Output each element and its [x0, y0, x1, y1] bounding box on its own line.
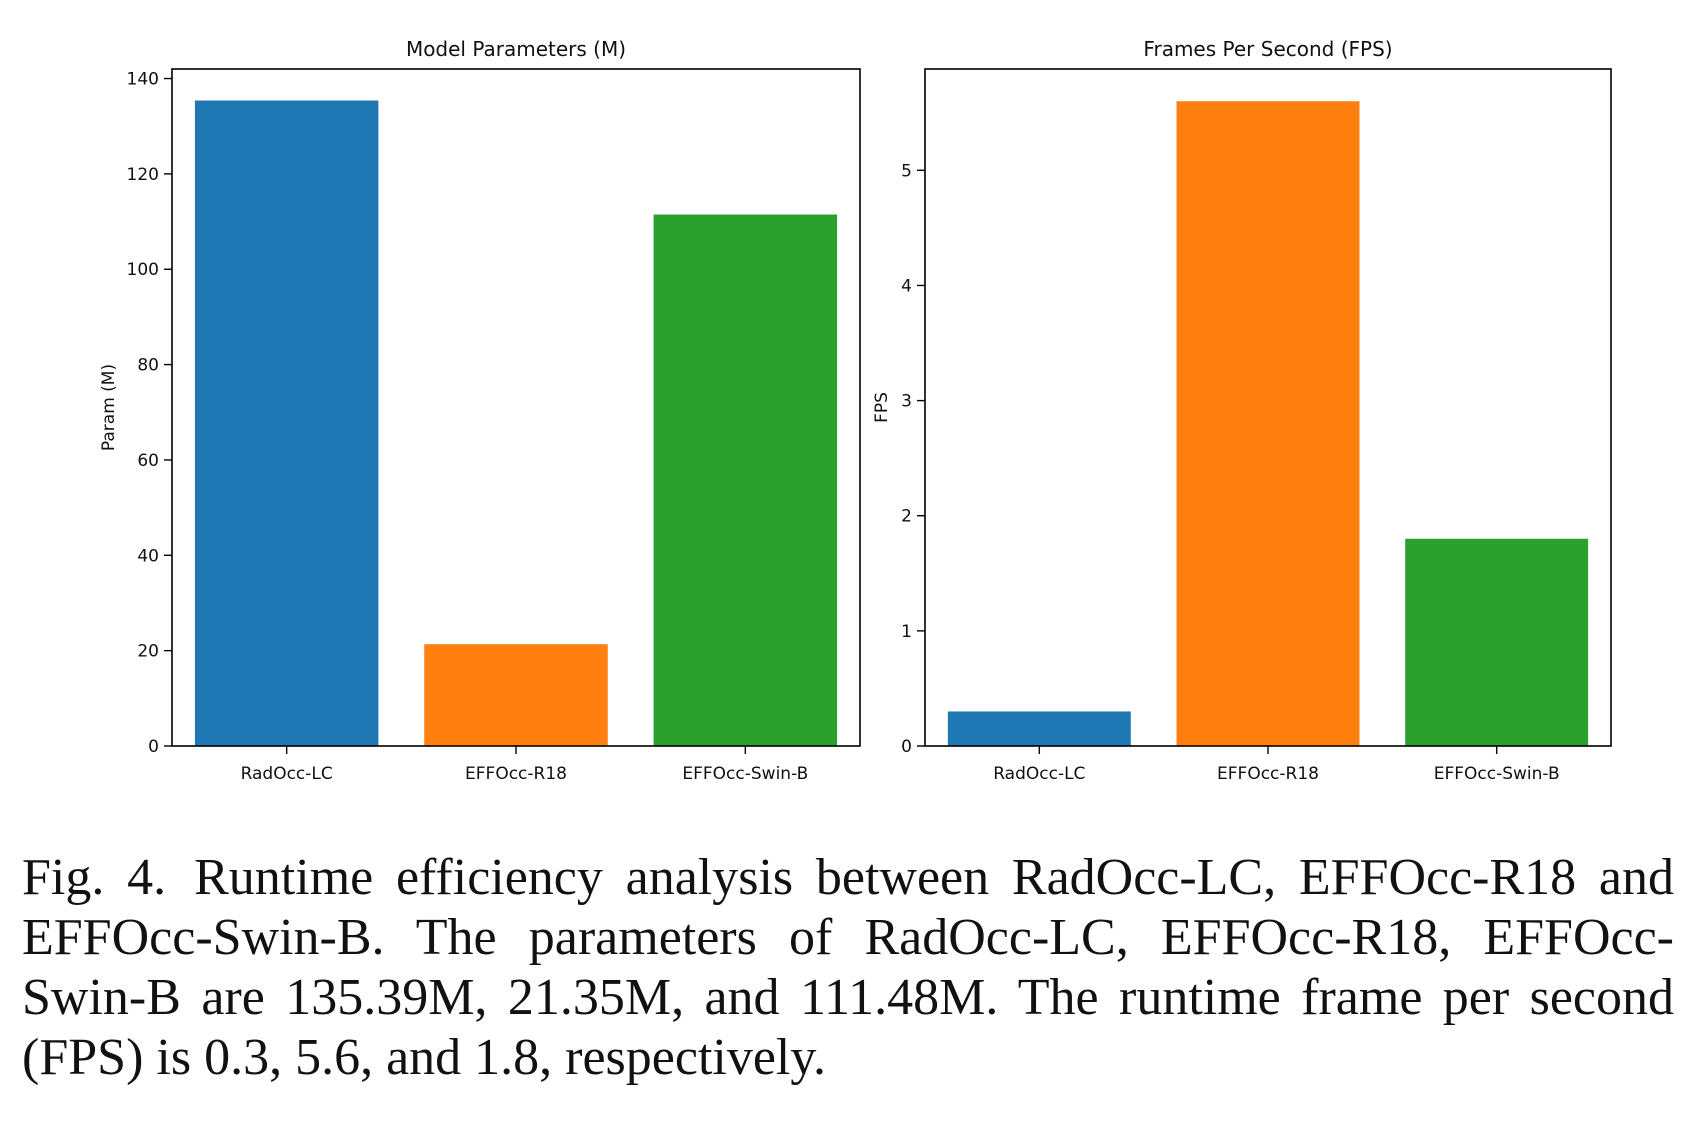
x-tick-label: RadOcc-LC — [241, 764, 333, 784]
bar-radocc-lc — [194, 100, 379, 747]
bar-radocc-lc — [947, 711, 1131, 746]
y-tick-label: 60 — [137, 451, 159, 471]
caption-text: Runtime efficiency analysis between RadO… — [22, 849, 1675, 1086]
figure: 0 20 40 60 80 100 120 140 RadOcc-LC EFFOcc-R18 EFF… — [99, 37, 1612, 784]
y-axis-label: FPS — [872, 392, 892, 423]
bar-effocc-swin-b — [653, 214, 838, 746]
y-tick-label: 100 — [127, 260, 159, 280]
y-tick-label: 2 — [901, 507, 912, 527]
x-tick-label: RadOcc-LC — [993, 764, 1085, 784]
y-tick-label: 5 — [901, 161, 912, 181]
figure-caption: Fig. 4. Runtime efficiency analysis betwe… — [22, 848, 1674, 1088]
bar-effocc-r18 — [424, 644, 608, 746]
x-tick-label: EFFOcc-R18 — [1217, 764, 1319, 784]
x-tick-label: EFFOcc-Swin-B — [1434, 764, 1560, 784]
bar-effocc-swin-b — [1405, 538, 1589, 746]
x-tick-label: EFFOcc-Swin-B — [682, 764, 808, 784]
y-tick-label: 0 — [901, 737, 912, 757]
y-tick-label: 0 — [148, 737, 159, 757]
y-tick-label: 140 — [127, 70, 159, 90]
chart-title: Model Parameters (M) — [406, 37, 626, 61]
caption-label: Fig. 4. — [22, 849, 167, 906]
y-tick-label: 1 — [901, 622, 912, 642]
chart-title: Frames Per Second (FPS) — [1143, 37, 1392, 61]
y-tick-label: 20 — [137, 642, 159, 662]
y-tick-label: 4 — [901, 276, 912, 296]
y-axis-label: Param (M) — [99, 364, 119, 451]
y-tick-label: 40 — [137, 546, 159, 566]
y-tick-label: 3 — [901, 392, 912, 412]
y-tick-label: 80 — [137, 356, 159, 376]
bar-effocc-r18 — [1176, 101, 1360, 746]
x-tick-label: EFFOcc-R18 — [465, 764, 567, 784]
y-tick-label: 120 — [127, 165, 159, 185]
